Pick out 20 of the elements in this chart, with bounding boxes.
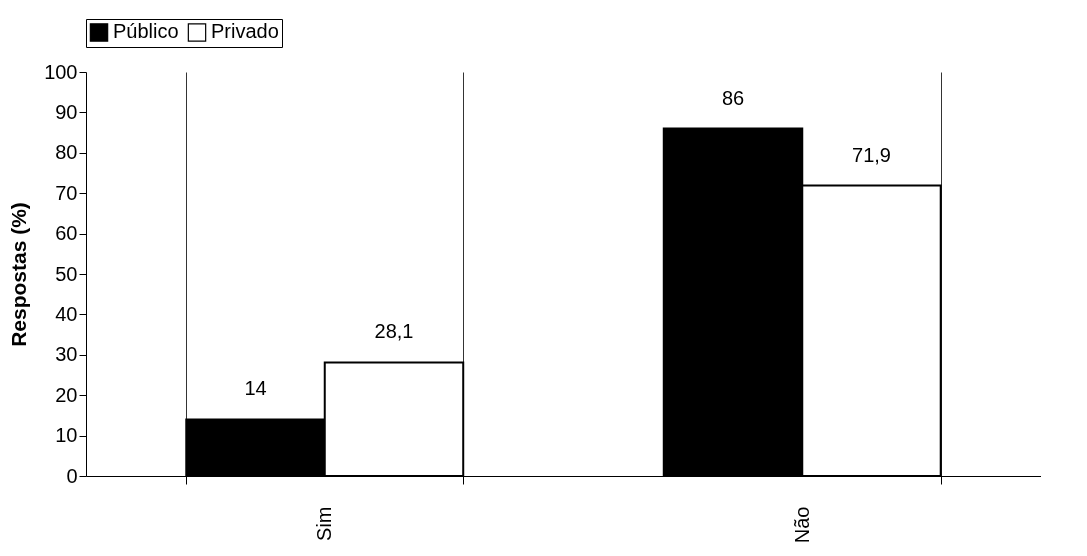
y-tick-label: 40 bbox=[55, 302, 78, 325]
y-axis-title: Respostas (%) bbox=[7, 202, 31, 347]
data-label: 86 bbox=[721, 86, 745, 109]
y-tick-label: 100 bbox=[44, 60, 78, 83]
data-label: 14 bbox=[244, 377, 267, 400]
y-tick-label: 80 bbox=[55, 141, 78, 164]
y-tick-label: 30 bbox=[55, 343, 78, 366]
y-tick-label: 50 bbox=[55, 262, 78, 285]
x-tick-label: Não bbox=[790, 506, 813, 544]
y-tick-label: 0 bbox=[66, 464, 78, 487]
legend-label: Privado bbox=[211, 20, 279, 43]
legend-label: Público bbox=[113, 20, 179, 43]
y-tick-label: 90 bbox=[55, 100, 78, 123]
y-tick-label: 60 bbox=[55, 222, 78, 245]
y-tick-label: 10 bbox=[55, 424, 78, 447]
y-tick-label: 70 bbox=[55, 181, 78, 204]
y-tick-label: 20 bbox=[55, 383, 78, 406]
data-label: 71,9 bbox=[852, 143, 891, 166]
data-label: 28,1 bbox=[374, 320, 414, 343]
x-tick-label: Sim bbox=[313, 506, 336, 541]
